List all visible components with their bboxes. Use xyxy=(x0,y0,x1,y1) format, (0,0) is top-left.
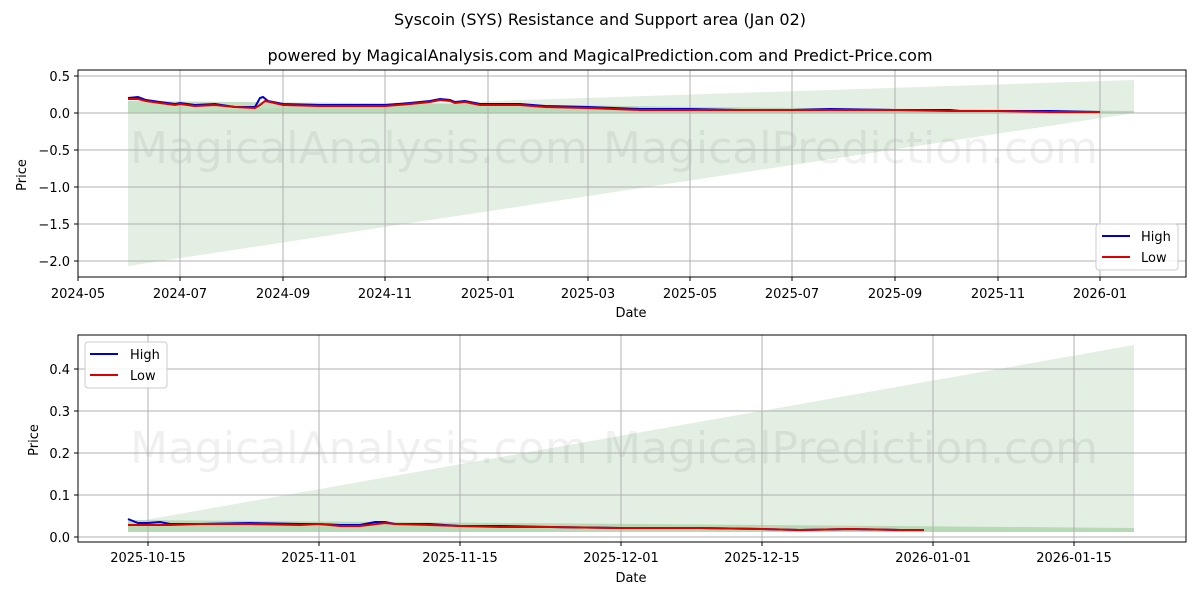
top-prediction-area xyxy=(128,80,1134,266)
legend-high-label: High xyxy=(130,348,160,363)
bottom-y-tick-labels: 0.0 0.1 0.2 0.3 0.4 xyxy=(49,363,70,546)
svg-text:2025-12-15: 2025-12-15 xyxy=(724,551,800,566)
bottom-y-axis-label: Price xyxy=(27,424,42,456)
chart-title: Syscoin (SYS) Resistance and Support are… xyxy=(393,10,807,29)
svg-text:0.0: 0.0 xyxy=(49,107,70,122)
bottom-prediction-area xyxy=(128,345,1134,532)
svg-text:2024-11: 2024-11 xyxy=(358,287,412,302)
bottom-low-line xyxy=(128,521,924,532)
svg-text:2026-01: 2026-01 xyxy=(1073,287,1127,302)
top-y-tick-labels: 0.5 0.0 −0.5 −1.0 −1.5 −2.0 xyxy=(38,70,70,270)
svg-text:2024-09: 2024-09 xyxy=(256,287,310,302)
top-chart: MagicalAnalysis.com MagicalPrediction.co… xyxy=(15,69,1187,321)
svg-text:0.2: 0.2 xyxy=(49,447,70,462)
svg-text:−1.0: −1.0 xyxy=(38,181,70,196)
svg-text:0.0: 0.0 xyxy=(49,531,70,546)
svg-text:−1.5: −1.5 xyxy=(38,218,70,233)
svg-text:2025-10-15: 2025-10-15 xyxy=(110,551,186,566)
svg-text:2025-12-01: 2025-12-01 xyxy=(583,551,659,566)
svg-text:2025-01: 2025-01 xyxy=(461,287,515,302)
top-x-tick-labels: 2024-05 2024-07 2024-09 2024-11 2025-01 … xyxy=(51,287,1127,302)
legend-high-label: High xyxy=(1141,230,1171,245)
svg-text:2024-07: 2024-07 xyxy=(153,287,207,302)
svg-text:−2.0: −2.0 xyxy=(38,255,70,270)
legend-low-label: Low xyxy=(1141,251,1167,266)
bottom-x-tick-labels: 2025-10-15 2025-11-01 2025-11-15 2025-12… xyxy=(110,551,1112,566)
bottom-chart: MagicalAnalysis.com MagicalPrediction.co… xyxy=(27,334,1187,586)
top-y-axis-label: Price xyxy=(15,159,30,191)
watermark-analysis-top: MagicalAnalysis.com xyxy=(130,123,588,174)
watermark-prediction-bottom: MagicalPrediction.com xyxy=(603,423,1098,474)
svg-text:2025-11-15: 2025-11-15 xyxy=(422,551,498,566)
top-legend: High Low xyxy=(1095,223,1179,271)
legend-low-label: Low xyxy=(130,369,156,384)
top-x-axis-label: Date xyxy=(615,306,646,321)
svg-text:2026-01-15: 2026-01-15 xyxy=(1036,551,1112,566)
top-low-line xyxy=(128,98,1100,113)
bottom-grid xyxy=(78,335,1186,542)
watermark-analysis-bottom: MagicalAnalysis.com xyxy=(130,423,588,474)
bottom-x-axis-label: Date xyxy=(615,571,646,586)
chart-subtitle: powered by MagicalAnalysis.com and Magic… xyxy=(267,46,933,65)
svg-text:2025-11: 2025-11 xyxy=(971,287,1025,302)
bottom-legend: High Low xyxy=(84,341,168,389)
svg-text:0.4: 0.4 xyxy=(49,363,70,378)
svg-text:2025-11-01: 2025-11-01 xyxy=(281,551,357,566)
top-grid xyxy=(78,70,1186,277)
svg-text:−0.5: −0.5 xyxy=(38,144,70,159)
svg-text:2026-01-01: 2026-01-01 xyxy=(895,551,971,566)
svg-text:2025-03: 2025-03 xyxy=(561,287,615,302)
svg-text:2025-07: 2025-07 xyxy=(765,287,819,302)
watermark-prediction-top: MagicalPrediction.com xyxy=(603,123,1098,174)
svg-text:0.1: 0.1 xyxy=(49,489,70,504)
svg-text:2025-09: 2025-09 xyxy=(868,287,922,302)
svg-text:2024-05: 2024-05 xyxy=(51,287,105,302)
top-axes-frame xyxy=(77,69,1187,278)
svg-text:0.5: 0.5 xyxy=(49,70,70,85)
bottom-axes-frame xyxy=(77,334,1187,543)
svg-text:2025-05: 2025-05 xyxy=(663,287,717,302)
svg-text:0.3: 0.3 xyxy=(49,405,70,420)
